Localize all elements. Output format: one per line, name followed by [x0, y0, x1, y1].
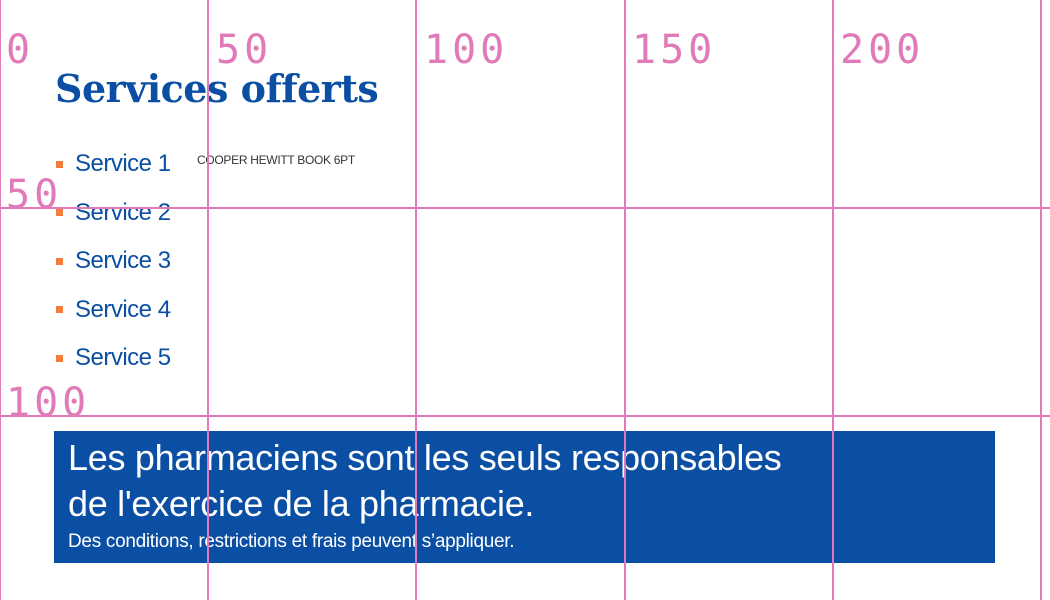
- grid-line-vertical: [832, 0, 834, 600]
- grid-line-horizontal: [0, 415, 1050, 417]
- grid-label-top: 150: [632, 27, 717, 73]
- service-label: Service 4: [75, 295, 171, 323]
- banner-line-2: de l'exercice de la pharmacie.: [68, 483, 535, 524]
- banner-disclaimer: Des conditions, restrictions et frais pe…: [68, 531, 515, 552]
- list-item: Service 2: [56, 189, 171, 238]
- grid-label-left: 100: [6, 380, 91, 426]
- grid-line-vertical: [415, 0, 417, 600]
- bullet-icon: [56, 257, 63, 265]
- service-label: Service 1: [75, 150, 171, 178]
- grid-line-vertical: [624, 0, 626, 600]
- list-item: Service 4: [56, 286, 171, 335]
- grid-line-vertical: [1040, 0, 1042, 600]
- service-label: Service 3: [75, 247, 171, 275]
- grid-line-vertical: [207, 0, 209, 600]
- grid-label-top: 100: [424, 27, 509, 73]
- grid-label-top: 50: [216, 27, 273, 73]
- grid-label-top: 200: [840, 27, 925, 73]
- list-item: Service 3: [56, 237, 171, 286]
- page-title: Services offerts: [55, 66, 379, 111]
- grid-line-horizontal: [0, 207, 1050, 209]
- grid-line-vertical: [0, 0, 1, 600]
- font-annotation: COOPER HEWITT BOOK 6PT: [197, 153, 355, 167]
- service-label: Service 2: [75, 198, 171, 226]
- disclaimer-banner: Les pharmaciens sont les seuls responsab…: [54, 431, 995, 563]
- bullet-icon: [56, 160, 63, 168]
- bullet-icon: [56, 354, 63, 362]
- service-label: Service 5: [75, 344, 171, 372]
- list-item: Service 5: [56, 334, 171, 383]
- banner-line-1: Les pharmaciens sont les seuls responsab…: [68, 437, 782, 478]
- bullet-icon: [56, 306, 63, 314]
- grid-label-top: 0: [6, 27, 35, 73]
- grid-label-left: 50: [6, 172, 63, 218]
- list-item: Service 1: [56, 140, 171, 189]
- services-list: Service 1 Service 2 Service 3 Service 4 …: [56, 140, 171, 383]
- bullet-icon: [56, 209, 63, 217]
